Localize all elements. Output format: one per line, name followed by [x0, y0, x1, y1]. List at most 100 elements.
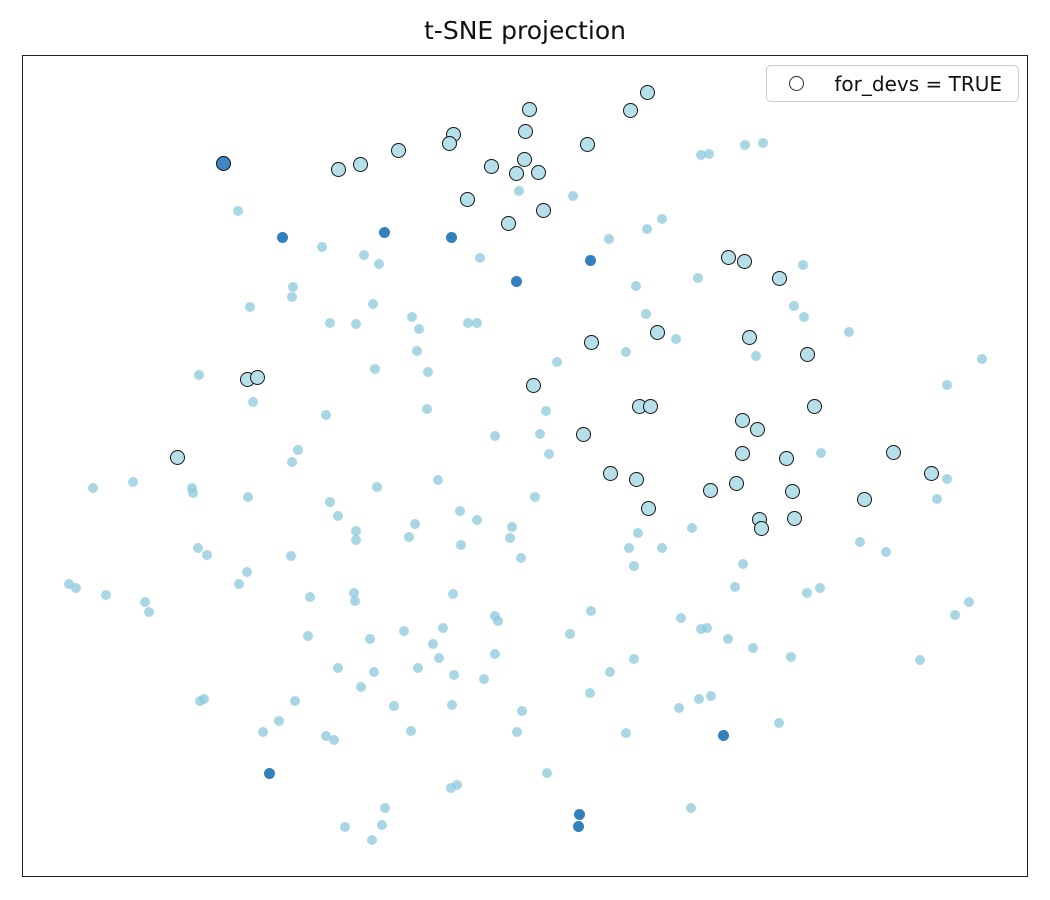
- embedding-point: [642, 224, 652, 234]
- for-devs-point: [728, 475, 744, 491]
- embedding-point: [193, 543, 203, 553]
- for-devs-point: [521, 101, 537, 117]
- embedding-point: [802, 588, 812, 598]
- embedding-point: [507, 522, 517, 532]
- embedding-point: [414, 324, 424, 334]
- for-devs-point: [483, 158, 499, 174]
- embedding-point: [816, 448, 826, 458]
- for-devs-point: [741, 329, 757, 345]
- embedding-point: [287, 457, 297, 467]
- embedding-point: [128, 477, 138, 487]
- embedding-point: [428, 639, 438, 649]
- embedding-point: [932, 494, 942, 504]
- embedding-point: [629, 654, 639, 664]
- for-devs-point: [856, 491, 872, 507]
- for-devs-point: [583, 334, 599, 350]
- for-devs-point: [352, 156, 368, 172]
- embedding-point: [696, 150, 706, 160]
- embedding-point: [349, 588, 359, 598]
- embedding-point: [758, 138, 768, 148]
- embedding-point: [374, 259, 384, 269]
- embedding-point: [413, 663, 423, 673]
- embedding-point: [372, 482, 382, 492]
- for-devs-point: [508, 165, 524, 181]
- page-title: t-SNE projection: [424, 16, 626, 45]
- embedding-point: [258, 727, 268, 737]
- embedding-point: [423, 367, 433, 377]
- for-devs-point: [734, 412, 750, 428]
- embedding-point: [329, 735, 339, 745]
- embedding-point: [452, 780, 462, 790]
- for-devs-point: [753, 520, 769, 536]
- embedding-dark-point: [717, 729, 729, 741]
- embedding-point: [287, 292, 297, 302]
- embedding-point: [942, 380, 952, 390]
- embedding-point: [517, 706, 527, 716]
- for-devs-point: [786, 510, 802, 526]
- embedding-point: [490, 649, 500, 659]
- embedding-point: [448, 589, 458, 599]
- embedding-point: [730, 582, 740, 592]
- embedding-point: [815, 583, 825, 593]
- embedding-point: [704, 149, 714, 159]
- embedding-point: [544, 449, 554, 459]
- embedding-point: [463, 318, 473, 328]
- embedding-point: [333, 511, 343, 521]
- embedding-point: [446, 783, 456, 793]
- embedding-point: [694, 694, 704, 704]
- embedding-point: [350, 596, 360, 606]
- embedding-point: [399, 626, 409, 636]
- embedding-point: [351, 526, 361, 536]
- embedding-point: [293, 445, 303, 455]
- embedding-point: [629, 561, 639, 571]
- embedding-point: [633, 528, 643, 538]
- embedding-point: [706, 691, 716, 701]
- embedding-point: [472, 318, 482, 328]
- for-devs-point: [441, 135, 457, 151]
- for-devs-point: [642, 398, 658, 414]
- embedding-point: [456, 540, 466, 550]
- embedding-point: [438, 623, 448, 633]
- embedding-point: [340, 822, 350, 832]
- for-devs-point: [516, 151, 532, 167]
- plot-area: for_devs = TRUE: [22, 55, 1028, 877]
- for-devs-point: [330, 161, 346, 177]
- for-devs-point: [459, 191, 475, 207]
- for-devs-point: [628, 471, 644, 487]
- embedding-point: [199, 694, 209, 704]
- embedding-point: [977, 354, 987, 364]
- embedding-point: [359, 250, 369, 260]
- embedding-point: [604, 234, 614, 244]
- embedding-point: [434, 653, 444, 663]
- embedding-point: [881, 547, 891, 557]
- embedding-point: [942, 474, 952, 484]
- embedding-point: [472, 515, 482, 525]
- embedding-dark-point: [445, 231, 457, 243]
- for-devs-point: [771, 270, 787, 286]
- embedding-point: [751, 351, 761, 361]
- for-devs-point: [530, 164, 546, 180]
- embedding-point: [407, 312, 417, 322]
- embedding-point: [202, 550, 212, 560]
- embedding-point: [368, 299, 378, 309]
- embedding-point: [696, 624, 706, 634]
- embedding-point: [410, 519, 420, 529]
- for-devs-point: [702, 482, 718, 498]
- embedding-point: [380, 803, 390, 813]
- for-devs-point: [734, 445, 750, 461]
- embedding-point: [740, 140, 750, 150]
- embedding-point: [687, 523, 697, 533]
- embedding-point: [274, 716, 284, 726]
- embedding-point: [370, 364, 380, 374]
- for-devs-point: [749, 421, 765, 437]
- embedding-point: [671, 334, 681, 344]
- embedding-point: [657, 214, 667, 224]
- embedding-point: [286, 551, 296, 561]
- embedding-point: [657, 543, 667, 553]
- embedding-point: [248, 397, 258, 407]
- embedding-point: [404, 532, 414, 542]
- for-devs-point: [249, 369, 265, 385]
- embedding-point: [389, 701, 399, 711]
- embedding-point: [365, 634, 375, 644]
